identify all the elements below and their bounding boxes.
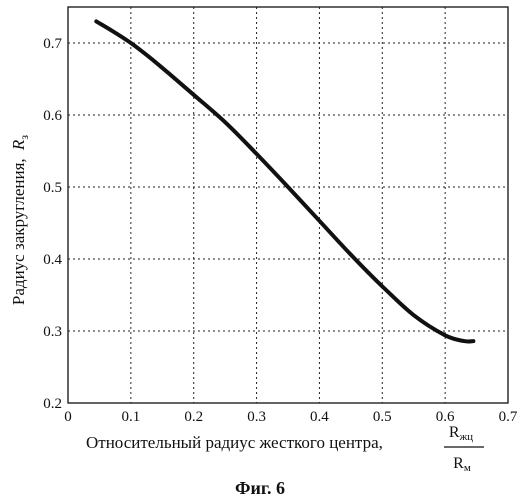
x-tick-label: 0.3 xyxy=(247,409,266,425)
plot-frame xyxy=(68,7,508,403)
x-tick-labels: 0 0.1 0.2 0.3 0.4 0.5 0.6 0.7 xyxy=(64,409,518,425)
y-tick-labels: 0.2 0.3 0.4 0.5 0.6 0.7 xyxy=(43,36,62,412)
grid-lines xyxy=(68,7,508,403)
y-tick-label: 0.2 xyxy=(43,396,62,412)
y-tick-label: 0.5 xyxy=(43,180,62,196)
x-tick-label: 0 xyxy=(64,409,72,425)
x-axis-label: Относительный радиус жесткого центра, Rж… xyxy=(86,424,484,474)
x-tick-label: 0.1 xyxy=(121,409,140,425)
x-tick-label: 0.6 xyxy=(436,409,455,425)
y-tick-label: 0.4 xyxy=(43,252,62,268)
x-tick-label: 0.2 xyxy=(184,409,203,425)
series-line xyxy=(96,21,473,341)
x-tick-label: 0.5 xyxy=(373,409,392,425)
x-tick-label: 0.4 xyxy=(310,409,329,425)
x-tick-label: 0.7 xyxy=(499,409,518,425)
line-chart: 00.10.20.30.40.50.60.7 0.20.30.40.50.60.… xyxy=(0,0,520,478)
x-label-numerator: Rжц xyxy=(449,424,473,443)
y-tick-label: 0.7 xyxy=(43,36,62,52)
figure-caption: Фиг. 6 xyxy=(0,478,520,499)
x-label-denominator: Rм xyxy=(453,455,471,474)
x-axis-label-text: Относительный радиус жесткого центра, xyxy=(86,433,383,452)
y-tick-label: 0.6 xyxy=(43,108,62,124)
y-axis-label: Радиус закругления, Rз xyxy=(9,135,31,305)
svg-text:Радиус закругления, Rз: Радиус закругления, Rз xyxy=(9,135,31,305)
y-tick-label: 0.3 xyxy=(43,324,62,340)
